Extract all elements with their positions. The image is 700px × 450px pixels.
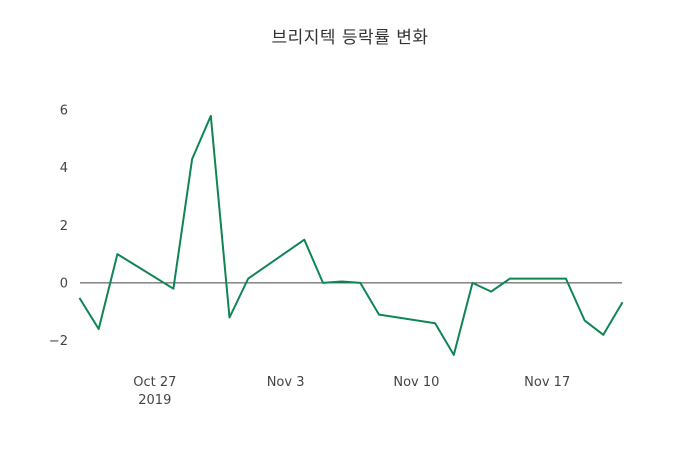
x-tick-label: Nov 17: [524, 375, 570, 390]
y-tick-label: 4: [60, 161, 68, 176]
y-tick-label: 2: [60, 219, 68, 234]
y-tick-label: 6: [60, 104, 68, 119]
y-tick-label: 0: [60, 276, 68, 291]
x-tick-label: Nov 10: [393, 375, 439, 390]
chart-title: 브리지텍 등락률 변화: [271, 28, 429, 48]
x-tick-label: Oct 27: [133, 375, 176, 390]
x-tick-sublabel: 2019: [138, 393, 171, 408]
x-tick-label: Nov 3: [267, 375, 305, 390]
series-line: [78, 114, 624, 356]
y-tick-label: −2: [49, 334, 68, 349]
